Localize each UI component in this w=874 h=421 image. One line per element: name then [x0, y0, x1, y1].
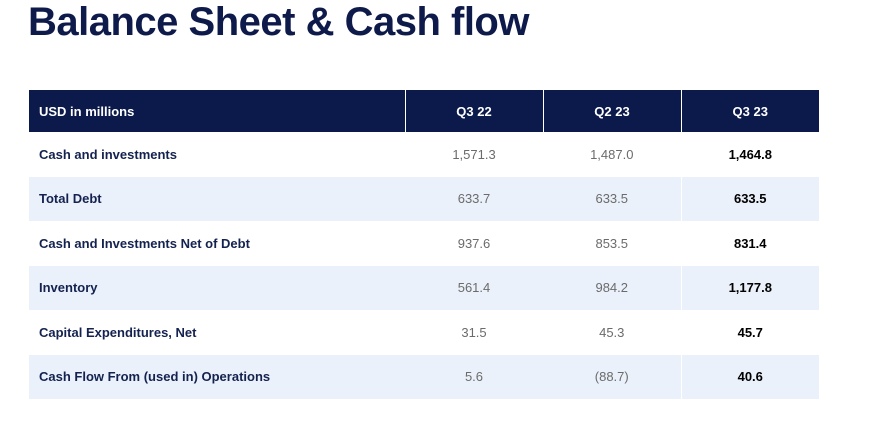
cell-q3-23: 831.4: [680, 221, 819, 266]
cell-q3-22: 937.6: [457, 235, 491, 251]
cell-q2-23: (88.7): [594, 369, 629, 385]
table-row: Cash Flow From (used in) Operations 5.6 …: [29, 354, 819, 399]
header-q3-22: Q3 22: [404, 90, 543, 132]
cell-q2-23: 45.3: [599, 324, 625, 340]
header-q2-23: Q2 23: [542, 90, 681, 132]
cell-q3-23: 1,464.8: [680, 132, 819, 177]
row-label: Cash and Investments Net of Debt: [39, 235, 250, 251]
cell-q3-22: 561.4: [457, 280, 491, 296]
page-title: Balance Sheet & Cash flow: [28, 0, 529, 44]
cell-q2-23: 633.5: [595, 191, 629, 207]
table-row: Total Debt 633.7 633.5 633.5: [29, 176, 819, 221]
table-row: Capital Expenditures, Net 31.5 45.3 45.7: [29, 310, 819, 355]
table-row: Inventory 561.4 984.2 1,177.8: [29, 265, 819, 310]
cell-q3-22: 1,571.3: [452, 146, 496, 162]
cell-q3-22: 5.6: [464, 369, 484, 385]
table-row: Cash and investments 1,571.3 1,487.0 1,4…: [29, 132, 819, 177]
header-q3-23: Q3 23: [680, 90, 819, 132]
cell-q2-23: 984.2: [595, 280, 629, 296]
cell-q3-22: 633.7: [457, 191, 491, 207]
row-label: Inventory: [39, 280, 98, 296]
cell-q3-23: 40.6: [680, 354, 819, 399]
row-label: Capital Expenditures, Net: [39, 324, 197, 340]
row-label: Cash and investments: [39, 146, 177, 162]
cell-q3-23: 633.5: [680, 176, 819, 221]
cell-q2-23: 1,487.0: [590, 146, 634, 162]
row-label: Cash Flow From (used in) Operations: [39, 369, 271, 385]
table-row: Cash and Investments Net of Debt 937.6 8…: [29, 221, 819, 266]
table-header-row: USD in millions Q3 22 Q2 23 Q3 23: [29, 90, 819, 132]
cell-q3-23: 45.7: [680, 310, 819, 355]
cell-q2-23: 853.5: [595, 235, 629, 251]
header-label: USD in millions: [39, 103, 135, 119]
row-label: Total Debt: [39, 191, 102, 207]
balance-sheet-table: USD in millions Q3 22 Q2 23 Q3 23 Cash a…: [29, 90, 819, 399]
cell-q3-23: 1,177.8: [680, 265, 819, 310]
cell-q3-22: 31.5: [461, 324, 487, 340]
